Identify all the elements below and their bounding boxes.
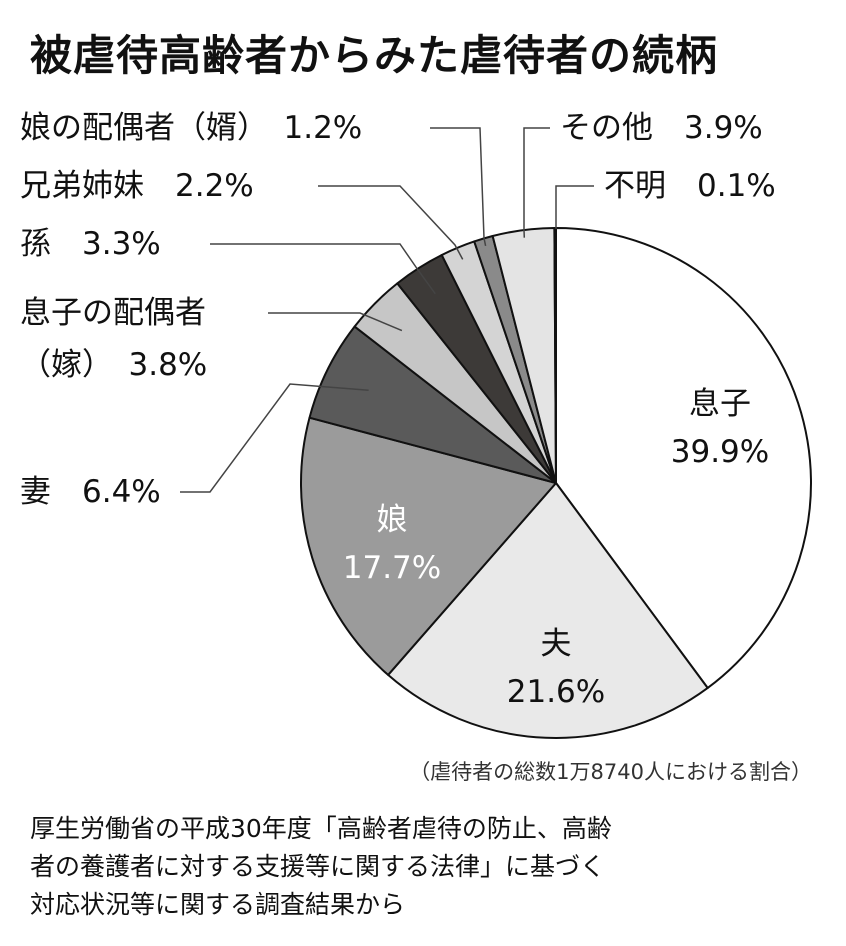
leader-line — [555, 185, 594, 229]
leader-line — [210, 243, 436, 295]
slice-label: 息子 — [689, 386, 751, 422]
slice-label: 夫 — [541, 626, 572, 662]
leader-line — [523, 127, 550, 238]
slice-label: 孫 3.3% — [20, 226, 161, 262]
slice-label: 息子の配偶者 — [20, 295, 206, 331]
slice-value-label: 21.6% — [507, 674, 605, 710]
leader-line — [430, 127, 487, 247]
pie-slice-3 — [300, 416, 557, 676]
source-text: 厚生労働省の平成30年度「高齢者虐待の防止、高齢 者の養護者に対する支援等に関す… — [30, 810, 820, 924]
slice-label: （嫁） 3.8% — [20, 347, 207, 383]
slice-label: 妻 6.4% — [20, 474, 161, 510]
pie-slice-1 — [555, 227, 812, 689]
chart-note: （虐待者の総数1万8740人における割合） — [409, 760, 812, 784]
slice-label: 兄弟姉妹 2.2% — [20, 168, 254, 204]
pie-chart: 息子 39.9% 夫 21.6% 娘 17.7% 妻 6.4% 息子の配偶者 （嫁） 3.8% 孫… — [20, 110, 812, 739]
leader-line — [180, 383, 369, 493]
slice-value-label: 39.9% — [671, 434, 769, 470]
slice-label: 不明 0.1% — [604, 168, 776, 204]
slice-label: 娘 — [377, 502, 408, 538]
slice-label: その他 3.9% — [560, 110, 763, 146]
source-line: 厚生労働省の平成30年度「高齢者虐待の防止、高齢 — [30, 814, 612, 843]
slice-value-label: 17.7% — [343, 550, 441, 586]
pie-slice-2 — [387, 482, 709, 739]
leader-line — [268, 312, 403, 332]
chart-title: 被虐待高齢者からみた虐待者の続柄 — [30, 31, 719, 80]
slice-label: 娘の配偶者（婿） 1.2% — [20, 110, 362, 146]
leader-line — [318, 185, 464, 260]
source-line: 対応状況等に関する調査結果から — [30, 890, 406, 919]
source-line: 者の養護者に対する支援等に関する法律」に基づく — [30, 852, 606, 881]
